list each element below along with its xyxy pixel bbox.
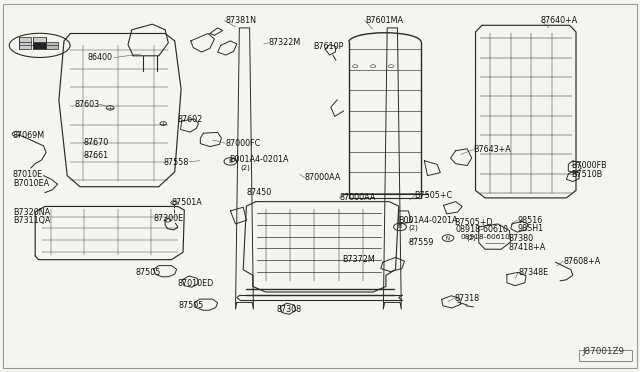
Text: B: B <box>398 224 402 230</box>
Text: J87001Z9: J87001Z9 <box>582 347 624 356</box>
Bar <box>33 37 46 42</box>
Text: 87501A: 87501A <box>172 198 202 207</box>
Text: 87000FC: 87000FC <box>225 139 260 148</box>
Bar <box>19 42 31 49</box>
Text: 87010E: 87010E <box>13 170 43 179</box>
Text: B7505+C: B7505+C <box>415 191 453 200</box>
Text: 98SH1: 98SH1 <box>517 224 543 233</box>
Text: 87505: 87505 <box>178 301 204 310</box>
Text: B7000FB: B7000FB <box>571 161 607 170</box>
Text: 87602: 87602 <box>178 115 203 124</box>
Text: 87308: 87308 <box>276 305 301 314</box>
Text: 87558: 87558 <box>163 158 189 167</box>
Text: B001A4-0201A: B001A4-0201A <box>229 155 289 164</box>
Text: B7601MA: B7601MA <box>365 16 403 25</box>
Text: 87322M: 87322M <box>269 38 301 47</box>
Bar <box>33 42 46 49</box>
Text: 87418+A: 87418+A <box>509 243 546 252</box>
Text: 87318: 87318 <box>454 294 479 303</box>
Text: (2): (2) <box>466 235 476 241</box>
Text: B: B <box>228 159 232 164</box>
Text: 87010ED: 87010ED <box>178 279 214 288</box>
Text: B001A4-0201A: B001A4-0201A <box>398 216 458 225</box>
Text: 87380: 87380 <box>509 234 534 243</box>
Text: 87559: 87559 <box>408 238 434 247</box>
Text: B7311QA: B7311QA <box>13 216 51 225</box>
Text: B7505+D: B7505+D <box>454 218 493 227</box>
Text: 08918-60610: 08918-60610 <box>456 225 509 234</box>
Text: B7320NA: B7320NA <box>13 208 50 217</box>
Text: B7643+A: B7643+A <box>474 145 511 154</box>
Text: 87505: 87505 <box>136 268 161 277</box>
Text: 87450: 87450 <box>246 188 271 197</box>
Text: 98516: 98516 <box>517 216 542 225</box>
Text: N: N <box>446 235 450 241</box>
Text: 87640+A: 87640+A <box>541 16 578 25</box>
Text: 86400: 86400 <box>87 53 112 62</box>
Text: 87000AA: 87000AA <box>339 193 376 202</box>
Text: 87608+A: 87608+A <box>563 257 600 266</box>
Text: B7010EA: B7010EA <box>13 179 49 187</box>
Text: 87670: 87670 <box>83 138 108 147</box>
Text: 87603: 87603 <box>74 100 99 109</box>
Bar <box>19 37 31 42</box>
Text: (2): (2) <box>240 165 250 171</box>
Text: 87069M: 87069M <box>13 131 45 140</box>
Text: 87661: 87661 <box>83 151 108 160</box>
Text: 87000AA: 87000AA <box>305 173 341 182</box>
Text: 87381N: 87381N <box>225 16 256 25</box>
Text: B7372M: B7372M <box>342 255 375 264</box>
Bar <box>46 42 58 49</box>
Text: B7610P: B7610P <box>314 42 344 51</box>
Text: B7510B: B7510B <box>571 170 602 179</box>
Text: 08918-60610: 08918-60610 <box>461 234 511 240</box>
Text: 87300E: 87300E <box>154 214 184 223</box>
Text: (2): (2) <box>408 225 418 231</box>
Bar <box>579 350 632 361</box>
Text: 87348E: 87348E <box>518 268 548 277</box>
